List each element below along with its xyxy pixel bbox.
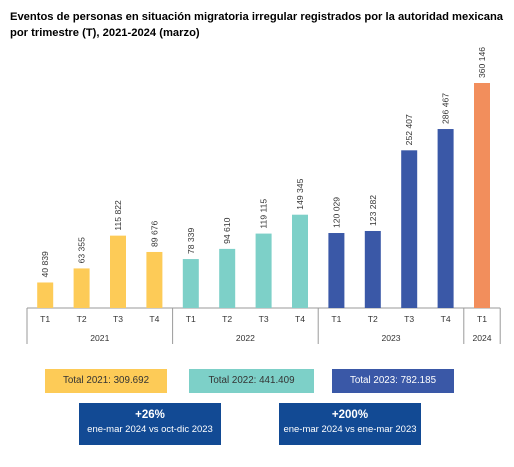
year-label-2023: 2023 bbox=[381, 333, 400, 343]
data-label: 120 029 bbox=[331, 197, 341, 228]
change-yearly-value: +200% bbox=[331, 409, 369, 421]
tick-label: T1 bbox=[40, 314, 50, 324]
tick-label: T2 bbox=[368, 314, 378, 324]
year-label-2021: 2021 bbox=[90, 333, 109, 343]
tick-label: T4 bbox=[295, 314, 305, 324]
bar-2023-T4 bbox=[437, 129, 454, 308]
tick-label: T4 bbox=[149, 314, 159, 324]
change-quarterly-box: +26% ene-mar 2024 vs oct-dic 2023 bbox=[79, 403, 221, 445]
total-2023-label: Total 2023: 782.185 bbox=[349, 375, 437, 386]
bar-2022-T2 bbox=[219, 248, 236, 308]
bar-2024-T1 bbox=[474, 83, 490, 308]
total-2022-box: Total 2022: 441.409 bbox=[189, 369, 314, 393]
total-2022-label: Total 2022: 441.409 bbox=[208, 375, 295, 386]
data-label: 40 839 bbox=[40, 251, 50, 278]
year-label-2022: 2022 bbox=[236, 333, 255, 343]
tick-label: T4 bbox=[441, 314, 451, 324]
bar-2022-T3 bbox=[255, 233, 272, 308]
data-label: 89 676 bbox=[149, 220, 159, 247]
bar-2022-T1 bbox=[182, 259, 199, 308]
data-label: 149 345 bbox=[295, 178, 305, 209]
data-label: 252 407 bbox=[404, 114, 414, 145]
data-label: 94 610 bbox=[222, 217, 232, 244]
tick-label: T1 bbox=[186, 314, 196, 324]
data-label: 119 115 bbox=[259, 199, 269, 229]
total-2023-box: Total 2023: 782.185 bbox=[332, 369, 454, 393]
tick-label: T2 bbox=[77, 314, 87, 324]
year-label-2024: 2024 bbox=[472, 333, 491, 343]
data-label: 115 822 bbox=[113, 200, 123, 231]
data-label: 78 339 bbox=[186, 228, 196, 255]
tick-label: T3 bbox=[113, 314, 123, 324]
change-yearly-label: ene-mar 2024 vs ene-mar 2023 bbox=[283, 424, 417, 435]
bar-2021-T3 bbox=[110, 235, 126, 308]
bar-2023-T3 bbox=[401, 150, 418, 308]
tick-label: T2 bbox=[222, 314, 232, 324]
total-2021-label: Total 2021: 309.692 bbox=[62, 375, 150, 386]
bar-2023-T2 bbox=[364, 230, 381, 308]
bar-2021-T2 bbox=[73, 268, 90, 308]
tick-label: T1 bbox=[331, 314, 341, 324]
bar-2022-T4 bbox=[292, 214, 308, 308]
chart-title: Eventos de personas en situación migrato… bbox=[10, 11, 504, 39]
total-2021-box: Total 2021: 309.692 bbox=[45, 369, 167, 393]
data-label: 123 282 bbox=[368, 195, 378, 226]
tick-label: T3 bbox=[404, 314, 414, 324]
change-quarterly-label: ene-mar 2024 vs oct-dic 2023 bbox=[87, 424, 213, 435]
bar-2021-T4 bbox=[146, 251, 163, 308]
data-label: 286 467 bbox=[441, 93, 451, 124]
bar-2023-T1 bbox=[328, 233, 345, 308]
data-label: 360 146 bbox=[477, 47, 487, 78]
change-yearly-box: +200% ene-mar 2024 vs ene-mar 2023 bbox=[279, 403, 421, 445]
tick-label: T1 bbox=[477, 314, 487, 324]
change-quarterly-value: +26% bbox=[135, 409, 165, 421]
tick-label: T3 bbox=[259, 314, 269, 324]
data-label: 63 355 bbox=[77, 237, 87, 264]
bar-2021-T1 bbox=[37, 282, 54, 308]
